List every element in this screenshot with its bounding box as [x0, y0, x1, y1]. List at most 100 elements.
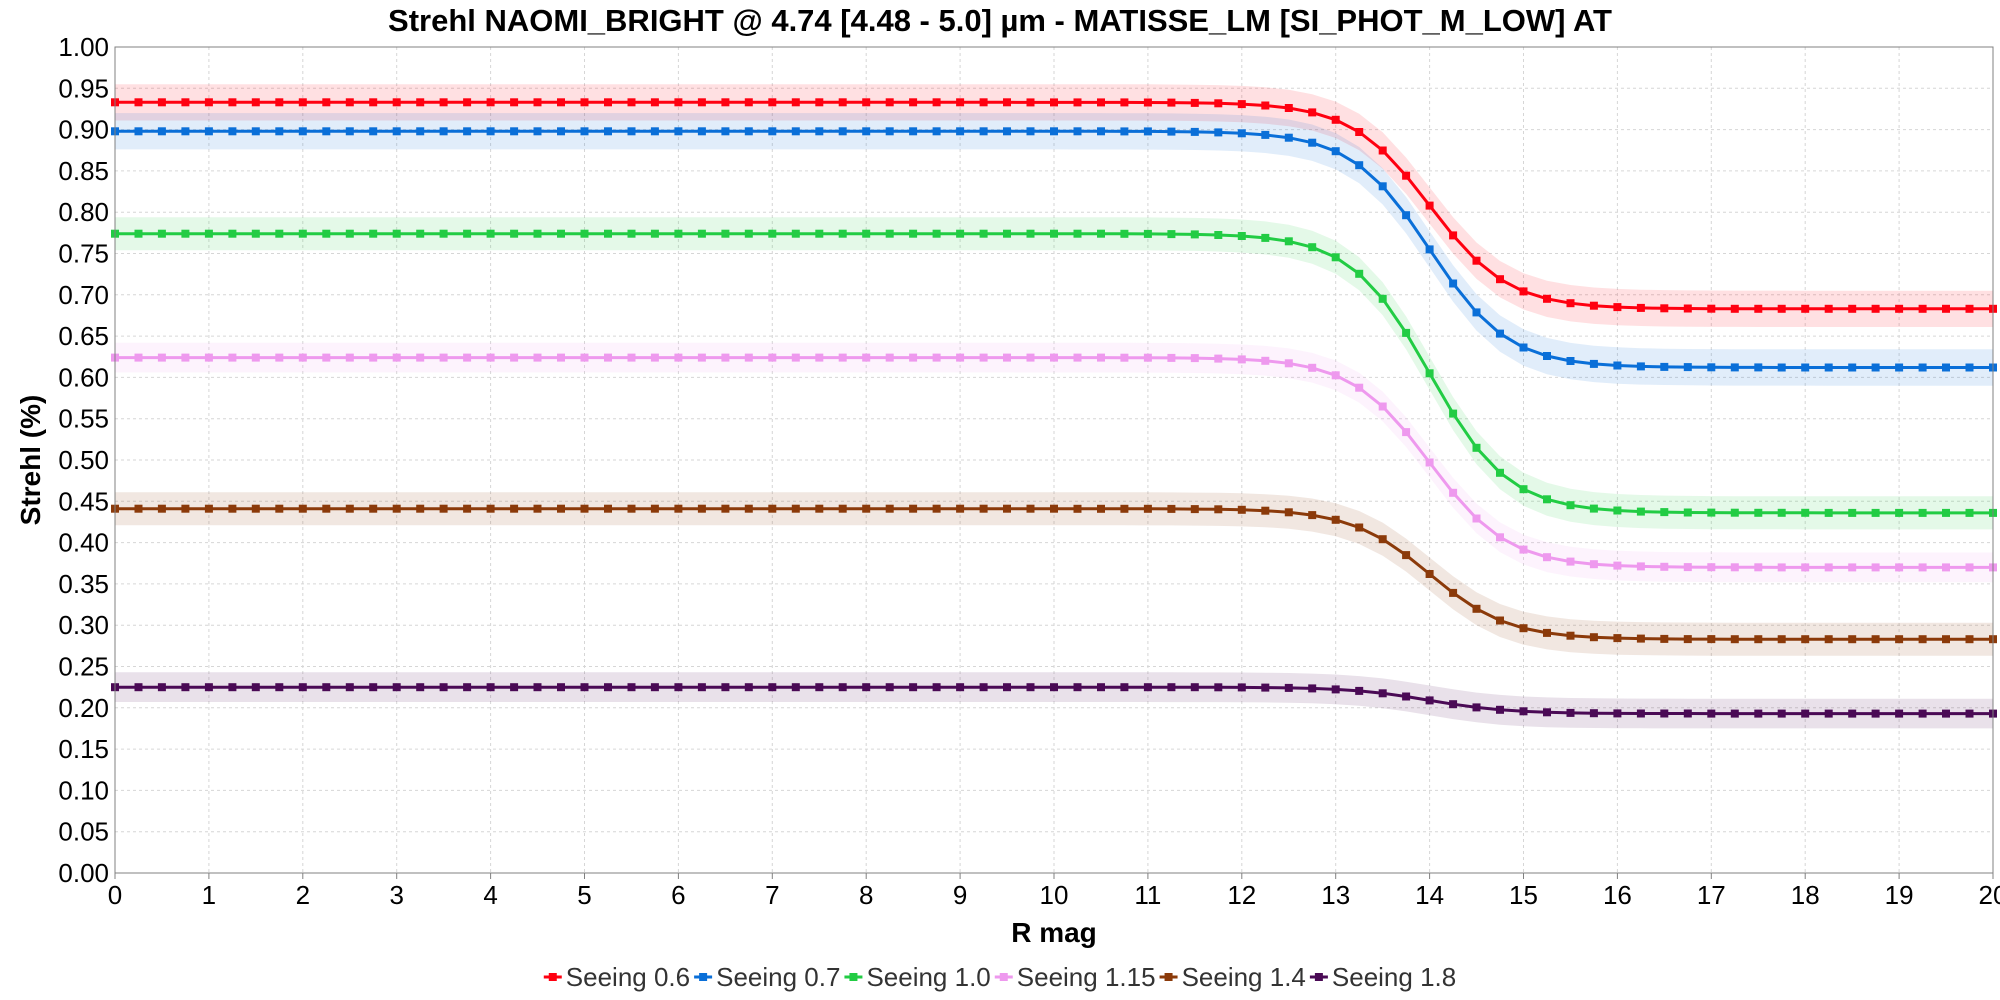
data-point — [463, 353, 472, 362]
data-point — [1918, 563, 1927, 572]
data-point — [1636, 507, 1645, 516]
data-point — [1331, 515, 1340, 524]
data-point — [1190, 230, 1199, 239]
data-point — [1167, 98, 1176, 107]
legend-item-2[interactable]: Seeing 1.0 — [844, 962, 991, 992]
data-point — [1190, 98, 1199, 107]
data-point — [862, 683, 871, 692]
data-point — [791, 229, 800, 238]
data-point — [604, 353, 612, 362]
data-point — [134, 229, 143, 238]
data-point — [557, 683, 565, 692]
data-point — [1754, 508, 1763, 517]
data-point — [1636, 303, 1645, 312]
data-point — [1589, 560, 1598, 569]
data-point — [557, 127, 565, 136]
data-point — [392, 683, 401, 692]
data-point — [909, 504, 918, 513]
data-point — [885, 98, 894, 107]
legend-item-4[interactable]: Seeing 1.4 — [1159, 962, 1306, 992]
data-point — [1918, 635, 1927, 644]
y-tick-label: 0.90 — [58, 115, 109, 145]
data-point — [1026, 353, 1035, 362]
data-point — [721, 504, 730, 513]
x-tick-label: 8 — [859, 880, 873, 910]
data-point — [369, 504, 378, 513]
data-point — [1730, 363, 1739, 372]
data-point — [1472, 308, 1481, 317]
data-point — [1143, 229, 1152, 238]
data-point — [157, 229, 166, 238]
data-point — [1683, 635, 1692, 644]
data-point — [838, 229, 847, 238]
legend-swatch-marker — [849, 973, 858, 981]
data-point — [416, 98, 425, 107]
data-point — [1918, 709, 1927, 718]
data-point — [1026, 683, 1035, 692]
data-point — [1848, 709, 1857, 718]
data-point — [369, 98, 378, 107]
data-point — [674, 98, 683, 107]
data-point — [439, 229, 448, 238]
data-point — [1730, 304, 1739, 313]
data-point — [1801, 563, 1810, 572]
data-point — [885, 353, 894, 362]
data-point — [1777, 635, 1786, 644]
data-point — [322, 683, 331, 692]
data-point — [204, 353, 213, 362]
data-point — [909, 127, 918, 136]
data-point — [1942, 635, 1950, 644]
data-point — [1073, 98, 1082, 107]
y-tick-label: 0.45 — [58, 486, 109, 516]
data-point — [791, 504, 800, 513]
data-point — [251, 504, 260, 513]
y-tick-label: 0.15 — [58, 734, 109, 764]
data-point — [345, 127, 354, 136]
data-point — [1425, 245, 1434, 254]
data-point — [228, 504, 237, 513]
data-point — [956, 229, 965, 238]
data-point — [1660, 562, 1669, 571]
data-point — [956, 504, 965, 513]
data-point — [1801, 709, 1810, 718]
data-point — [486, 683, 495, 692]
legend-item-0[interactable]: Seeing 0.6 — [543, 962, 690, 992]
legend[interactable]: Seeing 0.6 Seeing 0.7 Seeing 1.0 Seeing 1.1… — [543, 962, 1456, 992]
x-tick-label: 2 — [296, 880, 310, 910]
data-point — [439, 127, 448, 136]
data-point — [298, 127, 307, 136]
data-point — [510, 127, 519, 136]
data-point — [1026, 98, 1035, 107]
data-point — [1660, 709, 1669, 718]
data-point — [956, 683, 965, 692]
data-point — [1237, 355, 1246, 364]
data-point — [204, 98, 213, 107]
data-point — [1237, 683, 1246, 692]
data-point — [1237, 505, 1246, 514]
data-point — [650, 127, 659, 136]
data-point — [627, 683, 636, 692]
data-point — [1261, 233, 1270, 242]
y-tick-label: 0.30 — [58, 610, 109, 640]
data-point — [1496, 329, 1504, 338]
data-point — [744, 683, 753, 692]
data-point — [1589, 633, 1598, 642]
data-point — [1472, 703, 1481, 712]
legend-item-5[interactable]: Seeing 1.8 — [1309, 962, 1456, 992]
data-point — [1566, 299, 1575, 308]
data-point — [1378, 689, 1387, 698]
data-point — [392, 504, 401, 513]
data-point — [744, 229, 753, 238]
data-point — [1801, 304, 1810, 313]
data-point — [815, 683, 824, 692]
data-point — [1449, 700, 1458, 709]
data-point — [1073, 683, 1082, 692]
data-point — [1097, 127, 1105, 136]
data-point — [1848, 304, 1857, 313]
data-point — [862, 98, 871, 107]
legend-item-3[interactable]: Seeing 1.15 — [994, 962, 1156, 992]
data-point — [697, 127, 706, 136]
legend-item-1[interactable]: Seeing 0.7 — [694, 962, 840, 992]
y-tick-label: 0.75 — [58, 239, 109, 269]
